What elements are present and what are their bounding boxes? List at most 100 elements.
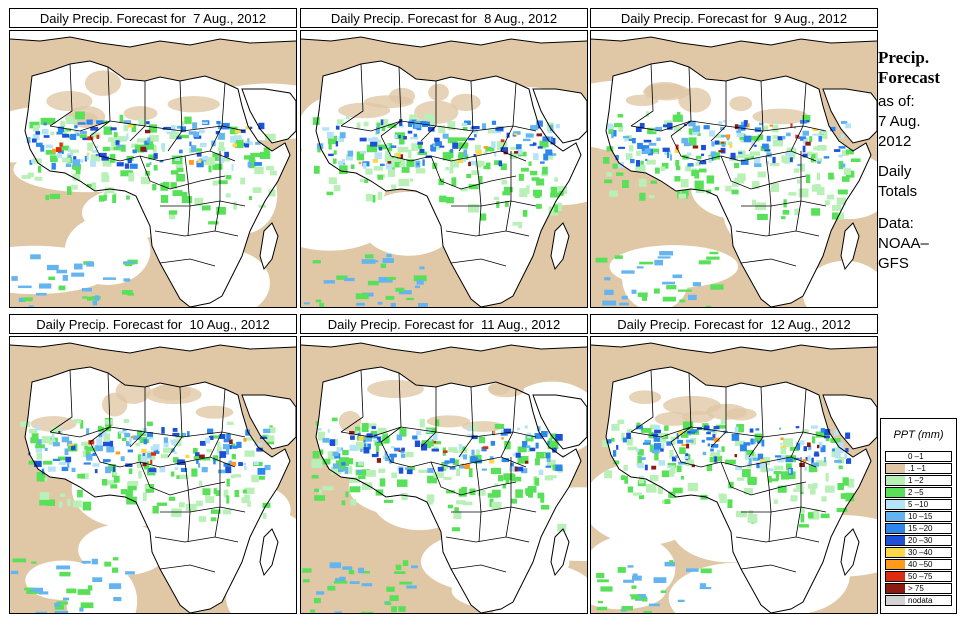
- arabia-coastline: [822, 394, 877, 450]
- rain-cell-moderate: [176, 136, 182, 140]
- rain-cell-light: [550, 192, 560, 198]
- rain-cell-moderate: [92, 452, 96, 457]
- precip-map: [9, 336, 297, 614]
- rain-cell-light: [811, 208, 821, 216]
- rain-cell-light: [175, 163, 183, 172]
- rain-cell-light: [793, 168, 800, 173]
- rain-cell-light: [539, 140, 549, 148]
- rain-cell-heavy: [398, 450, 401, 453]
- rain-cell-light: [335, 460, 346, 469]
- rain-cell-moderate: [710, 444, 719, 448]
- rain-cell-light: [47, 499, 56, 506]
- rain-cell-light: [86, 183, 96, 188]
- rain-cell-light: [77, 473, 86, 479]
- rain-cell-heavy: [198, 454, 205, 459]
- rain-cell-light: [387, 123, 397, 128]
- rain-cell-moderate: [347, 150, 354, 157]
- rain-cell-moderate: [529, 447, 536, 452]
- ocean-rain-cell: [123, 278, 131, 282]
- arabia-coastline: [532, 88, 587, 144]
- rain-cell-moderate: [120, 456, 125, 461]
- rain-cell-light: [550, 186, 561, 193]
- rain-cell-light: [349, 477, 361, 483]
- rain-cell-moderate: [91, 150, 99, 153]
- rain-cell-light: [798, 524, 809, 528]
- ocean-rain-cell: [595, 257, 608, 263]
- rain-cell-light: [522, 209, 528, 217]
- rain-cell-light: [113, 475, 120, 483]
- rain-cell-moderate: [814, 451, 819, 457]
- rain-cell-moderate: [789, 157, 793, 163]
- ocean-rain-cell: [79, 607, 84, 612]
- rain-cell-light: [417, 151, 428, 156]
- rain-cell-light: [168, 496, 176, 501]
- rain-cell-moderate: [317, 428, 322, 431]
- rain-cell-moderate: [653, 437, 661, 442]
- rain-cell-light: [163, 447, 174, 453]
- rain-cell-moderate: [223, 443, 230, 450]
- trace-patch: [145, 385, 202, 405]
- rain-cell-moderate: [463, 149, 468, 157]
- rain-cell-moderate: [159, 466, 166, 473]
- country-border: [741, 200, 827, 207]
- rain-cell-light: [460, 187, 468, 192]
- ocean-rain-cell: [641, 597, 648, 602]
- rain-cell-moderate: [338, 468, 344, 472]
- rain-cell-heavy: [677, 431, 684, 435]
- rain-cell-moderate: [706, 437, 714, 441]
- ocean-rain-cell: [614, 255, 623, 259]
- ocean-rain-cell: [336, 275, 348, 280]
- rain-cell-light: [548, 438, 552, 447]
- rain-cell-moderate: [171, 125, 176, 133]
- rain-cell-light: [447, 121, 456, 131]
- ocean-rain-cell: [706, 256, 720, 260]
- rain-cell-light: [769, 163, 780, 167]
- rain-cell-moderate: [359, 150, 367, 154]
- rain-cell-moderate: [197, 462, 201, 468]
- ocean-rain-cell: [38, 591, 49, 595]
- rain-cell-moderate: [208, 435, 214, 440]
- rain-cell-moderate: [530, 125, 538, 131]
- rain-cell-light: [314, 488, 319, 493]
- madagascar-coastline: [259, 222, 279, 271]
- madagascar-coastline: [550, 222, 570, 271]
- rain-cell-light: [363, 121, 369, 127]
- rain-cell-light: [391, 184, 397, 192]
- rain-cell-moderate: [346, 156, 353, 161]
- rain-cell-light: [816, 460, 827, 467]
- rain-cell-light: [244, 450, 255, 457]
- rain-cell-moderate: [363, 440, 366, 443]
- rain-cell-light: [485, 162, 491, 170]
- country-border: [139, 155, 226, 190]
- rain-cell-light: [536, 178, 545, 186]
- rain-cell-light: [840, 493, 846, 499]
- rain-cell-light: [58, 501, 63, 508]
- country-border: [139, 461, 226, 496]
- rain-cell-light: [387, 143, 393, 151]
- rain-cell-light: [225, 193, 231, 198]
- rain-cell-light: [169, 131, 179, 140]
- rain-cell-moderate: [32, 138, 37, 143]
- rain-cell-light: [737, 173, 746, 181]
- rain-cell-moderate: [834, 451, 841, 459]
- rain-cell-light: [736, 424, 744, 433]
- rain-cell-light: [91, 182, 97, 191]
- rain-cell-light: [50, 131, 55, 136]
- rain-cell-moderate: [547, 130, 555, 134]
- ocean-rain-cell: [709, 251, 719, 255]
- ocean-rain-cell: [125, 571, 135, 575]
- rain-cell-light: [264, 133, 276, 141]
- rain-cell-heavy: [229, 439, 233, 444]
- ocean-rain-cell: [367, 280, 379, 286]
- rain-cell-moderate: [385, 162, 393, 170]
- trace-patch: [752, 108, 809, 125]
- rain-cell-light: [140, 176, 151, 185]
- rain-cell-moderate: [651, 449, 660, 454]
- rain-cell-moderate: [429, 435, 432, 442]
- rain-cell-moderate: [692, 125, 701, 132]
- rain-cell-moderate: [170, 439, 176, 443]
- rain-cell-light: [604, 179, 613, 184]
- rain-cell-moderate: [35, 448, 43, 453]
- rain-cell-light: [106, 480, 117, 485]
- rain-cell-light: [355, 441, 367, 451]
